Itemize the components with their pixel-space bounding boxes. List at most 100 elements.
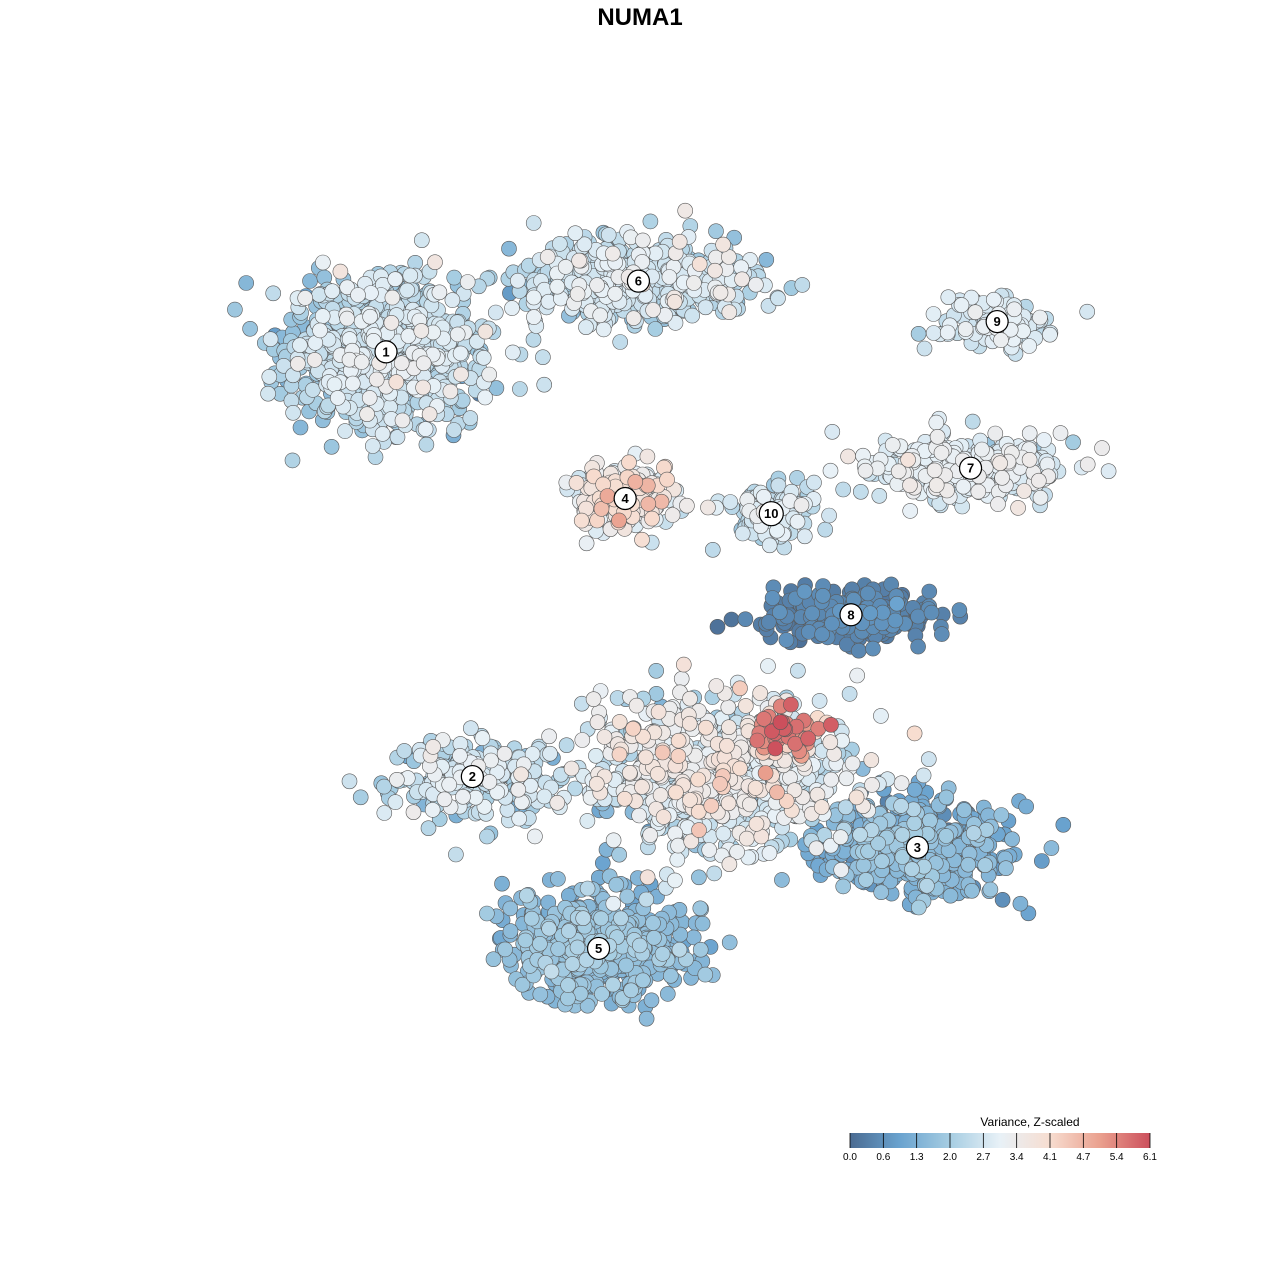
- data-point: [509, 272, 526, 289]
- data-point: [873, 708, 889, 724]
- data-point: [925, 325, 942, 341]
- data-point: [654, 744, 671, 761]
- data-point: [648, 662, 665, 679]
- data-point: [849, 667, 866, 684]
- data-point: [539, 249, 556, 265]
- data-point: [921, 583, 938, 600]
- data-point: [399, 282, 416, 299]
- data-point: [592, 307, 609, 324]
- data-point: [920, 751, 937, 768]
- data-point: [550, 871, 566, 887]
- data-point: [758, 251, 775, 268]
- data-point: [887, 612, 904, 629]
- data-point: [942, 887, 959, 904]
- data-point: [789, 513, 806, 530]
- data-point: [1032, 309, 1048, 326]
- data-point: [504, 344, 521, 361]
- data-point: [848, 789, 865, 806]
- data-point: [738, 830, 755, 847]
- data-point: [697, 299, 714, 316]
- data-point: [720, 795, 737, 812]
- data-point: [681, 715, 698, 732]
- data-point: [778, 632, 795, 648]
- data-point: [485, 951, 502, 968]
- data-point: [691, 822, 707, 838]
- data-point: [637, 749, 654, 766]
- data-point: [985, 291, 1002, 308]
- data-point: [865, 640, 881, 657]
- data-point: [974, 441, 990, 458]
- data-point: [712, 284, 729, 301]
- data-point: [1079, 456, 1096, 473]
- data-point: [376, 805, 393, 821]
- data-point: [652, 787, 669, 803]
- data-point: [558, 737, 575, 754]
- data-point: [970, 483, 987, 500]
- data-point: [737, 611, 754, 628]
- data-point: [933, 445, 950, 461]
- data-point: [640, 496, 657, 512]
- data-point: [635, 972, 651, 989]
- data-point: [982, 881, 999, 898]
- data-point: [487, 304, 504, 321]
- data-point: [659, 986, 676, 1002]
- data-point: [612, 334, 629, 350]
- data-point: [708, 678, 725, 694]
- data-point: [664, 507, 681, 523]
- data-point: [938, 828, 955, 844]
- data-point: [824, 423, 841, 440]
- data-point: [965, 825, 982, 841]
- data-point: [838, 770, 855, 787]
- data-point: [668, 784, 684, 801]
- data-point: [761, 845, 778, 861]
- data-point: [477, 323, 494, 340]
- data-point: [462, 410, 479, 426]
- data-point: [543, 963, 560, 980]
- data-point: [575, 910, 592, 927]
- data-point: [362, 308, 378, 325]
- data-point: [323, 438, 340, 455]
- data-point: [732, 680, 748, 697]
- data-point: [302, 273, 318, 289]
- data-point: [650, 704, 667, 720]
- data-point: [260, 385, 276, 402]
- data-point: [363, 285, 379, 301]
- data-point: [719, 737, 735, 754]
- data-point: [634, 531, 650, 548]
- data-point: [542, 745, 558, 762]
- data-point: [479, 828, 495, 845]
- data-point: [501, 240, 517, 257]
- data-point: [525, 331, 542, 348]
- data-point: [242, 320, 258, 337]
- data-point: [625, 720, 641, 737]
- data-point: [764, 590, 781, 606]
- data-point: [634, 232, 651, 249]
- data-point: [593, 910, 609, 927]
- data-point: [915, 767, 932, 784]
- data-point: [510, 781, 527, 798]
- data-point: [535, 349, 551, 366]
- data-point: [352, 789, 369, 806]
- data-point: [938, 789, 955, 806]
- data-point: [747, 780, 764, 796]
- data-point: [311, 286, 327, 303]
- data-point: [721, 719, 737, 736]
- data-point: [852, 826, 868, 843]
- data-point: [384, 289, 401, 306]
- data-point: [551, 236, 568, 252]
- data-point: [329, 390, 346, 406]
- data-point: [804, 605, 821, 622]
- data-point: [737, 698, 754, 714]
- data-point: [1042, 326, 1058, 343]
- data-point: [361, 390, 378, 406]
- data-point: [513, 766, 529, 783]
- data-point: [919, 877, 935, 894]
- data-point: [769, 784, 785, 801]
- data-point: [748, 276, 764, 293]
- data-point: [557, 259, 574, 275]
- data-point: [634, 779, 650, 795]
- data-point: [800, 730, 817, 747]
- data-point: [304, 382, 321, 398]
- data-point: [700, 499, 716, 516]
- data-point: [621, 764, 638, 781]
